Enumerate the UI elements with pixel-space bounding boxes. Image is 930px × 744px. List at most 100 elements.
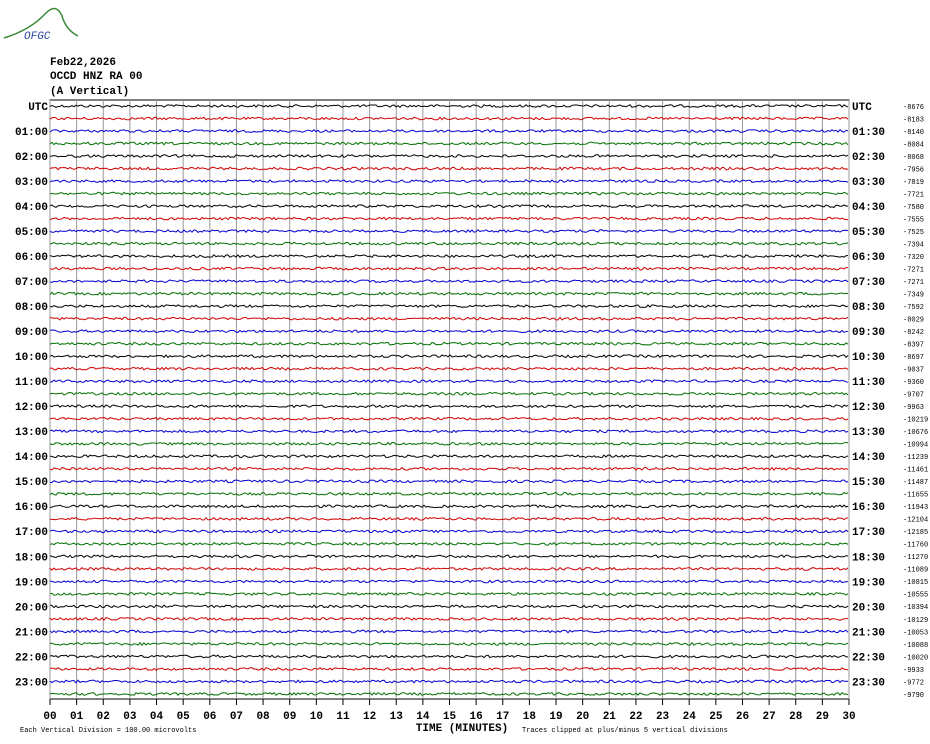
left-time-label: 11:00 [15,377,48,389]
right-time-label: 01:30 [852,127,885,139]
trace [49,529,849,534]
trace-offset: -10053 [903,629,928,637]
trace [49,541,849,546]
right-time-label: 23:30 [852,677,885,689]
trace [49,504,849,509]
trace-offset: -9707 [903,392,924,400]
x-tick-label: 11 [336,711,350,723]
date: Feb22,2026 [50,57,116,69]
trace-offset: -9963 [903,404,924,412]
trace-offset: -12104 [903,517,928,525]
trace-offset: -8697 [903,354,924,362]
trace-offset: -8084 [903,141,924,149]
clip-note: Traces clipped at plus/minus 5 vertical … [522,727,728,735]
trace-offset: -11760 [903,542,928,550]
x-tick-label: 30 [842,711,855,723]
right-time-label: 17:30 [852,527,885,539]
trace [49,354,849,359]
x-tick-label: 25 [709,711,723,723]
trace [49,679,849,684]
right-time-label: 21:30 [852,627,885,639]
left-time-label: 09:00 [15,327,48,339]
x-tick-label: 03 [123,711,137,723]
trace [49,441,849,446]
x-tick-label: 29 [816,711,829,723]
trace [50,316,849,321]
trace-offset: -7349 [903,291,924,299]
trace [49,591,849,596]
left-time-label: 15:00 [15,477,48,489]
x-tick-label: 05 [177,711,191,723]
x-tick-label: 15 [443,711,457,723]
x-tick-label: 02 [97,711,110,723]
x-tick-label: 24 [683,711,697,723]
trace [49,216,849,221]
right-time-label: 10:30 [852,352,885,364]
trace-offset: -10555 [903,592,928,600]
trace [49,191,849,196]
trace-offset: -10088 [903,642,928,650]
left-time-label: 20:00 [15,602,48,614]
left-time-label: 07:00 [15,277,48,289]
x-axis-label: TIME (MINUTES) [416,723,508,735]
left-time-label: 22:00 [15,652,48,664]
logo-curve [3,7,79,39]
left-time-label: 03:00 [15,177,48,189]
trace [49,166,849,171]
trace [49,566,849,571]
trace [49,391,849,396]
right-time-label: 20:30 [852,602,885,614]
right-time-label: UTC [852,102,872,114]
trace-offset: -7580 [903,204,924,212]
trace-offset: -10994 [903,442,928,450]
right-time-label: 18:30 [852,552,885,564]
left-time-label: 10:00 [15,352,48,364]
trace [50,666,849,671]
trace [49,466,849,471]
trace-offset: -7956 [903,166,924,174]
trace [49,641,849,646]
trace [49,429,849,434]
trace [49,141,849,146]
trace-offset: -9790 [903,692,924,700]
right-time-label: 06:30 [852,252,885,264]
right-time-label: 12:30 [852,402,885,414]
x-tick-label: 16 [470,711,483,723]
trace-offset: -8068 [903,154,924,162]
trace [49,104,849,108]
trace [49,454,849,459]
trace [49,128,849,133]
trace [49,329,849,334]
trace [49,366,849,371]
x-tick-label: 01 [70,711,84,723]
trace-offset: -8140 [903,129,924,137]
trace [49,291,849,296]
trace [49,229,849,234]
trace-offset: -11655 [903,492,928,500]
trace-offset: -11461 [903,467,928,475]
trace [50,479,849,484]
trace [49,516,849,521]
left-time-label: 23:00 [15,677,48,689]
left-time-label: 08:00 [15,302,48,314]
x-tick-label: 18 [523,711,537,723]
trace [49,379,849,384]
left-time-label: 16:00 [15,502,48,514]
trace-offset: -7394 [903,241,924,249]
right-time-label: 14:30 [852,452,885,464]
trace [49,154,849,158]
trace-offset: -10219 [903,417,928,425]
x-tick-label: 27 [762,711,775,723]
x-tick-label: 07 [230,711,243,723]
trace-offset: -11943 [903,504,928,512]
trace [49,304,849,309]
x-tick-label: 14 [416,711,430,723]
right-time-label: 19:30 [852,577,885,589]
trace-offset: -9360 [903,379,924,387]
trace-offset: -11239 [903,454,928,462]
trace [49,416,849,421]
trace [49,629,849,634]
trace-offset: -7555 [903,216,924,224]
right-time-label: 09:30 [852,327,885,339]
trace-offset: -7819 [903,179,924,187]
